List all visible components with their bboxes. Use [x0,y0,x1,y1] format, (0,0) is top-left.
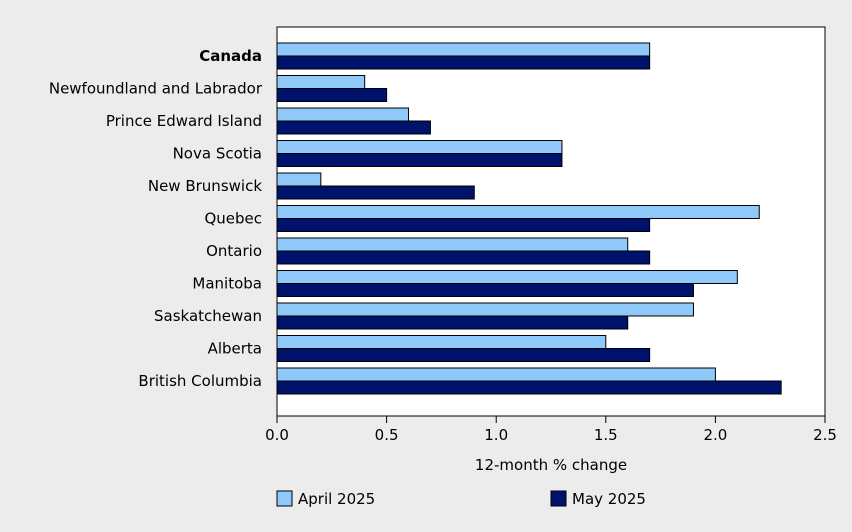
x-tick-label-0: 0.0 [265,426,289,444]
bar-may-10 [276,380,782,395]
bar-may-6 [276,250,651,265]
bar-april-7 [276,270,738,284]
legend-label-may: May 2025 [572,490,646,508]
bar-april-3 [276,140,563,154]
category-label-0: Canada [199,47,262,65]
bar-april-4 [276,172,322,187]
bar-april-10 [276,367,716,382]
bar-may-3 [276,153,563,167]
x-tick-label-4: 2.0 [703,426,727,444]
x-tick-label-2: 1.0 [484,426,508,444]
category-label-4: New Brunswick [148,177,262,195]
bar-april-5 [276,205,760,219]
category-label-6: Ontario [206,242,262,260]
bar-may-0 [276,55,651,70]
legend-swatch-april [276,490,293,507]
bar-april-2 [276,107,410,122]
bar-may-8 [276,315,629,330]
category-label-2: Prince Edward Island [106,112,262,130]
x-tick-label-3: 1.5 [594,426,618,444]
category-label-10: British Columbia [138,372,262,390]
x-axis-ticks: 0.0 0.5 1.0 1.5 2.0 2.5 [265,416,837,444]
bar-april-0 [276,42,651,57]
bar-april-1 [276,75,366,89]
category-label-8: Saskatchewan [154,307,262,325]
plot-frame [276,26,826,417]
category-label-9: Alberta [208,340,262,358]
legend-swatch-may [550,490,567,507]
x-tick-label-1: 0.5 [375,426,399,444]
bar-may-7 [276,283,694,297]
legend-label-april: April 2025 [298,490,375,508]
bar-april-9 [276,335,607,349]
x-tick-label-5: 2.5 [813,426,837,444]
bar-may-9 [276,348,651,362]
category-label-3: Nova Scotia [173,145,262,163]
bar-may-2 [276,120,431,135]
bar-april-6 [276,237,629,252]
category-label-5: Quebec [204,210,262,228]
bar-april-8 [276,302,694,317]
x-axis-title: 12-month % change [475,456,627,474]
legend: April 2025 May 2025 [276,490,646,508]
category-labels: Canada Newfoundland and Labrador Prince Ed… [49,47,263,390]
bar-may-5 [276,218,651,232]
bar-may-4 [276,185,475,200]
category-label-7: Manitoba [192,275,262,293]
category-label-1: Newfoundland and Labrador [49,80,263,98]
bar-may-1 [276,88,388,102]
